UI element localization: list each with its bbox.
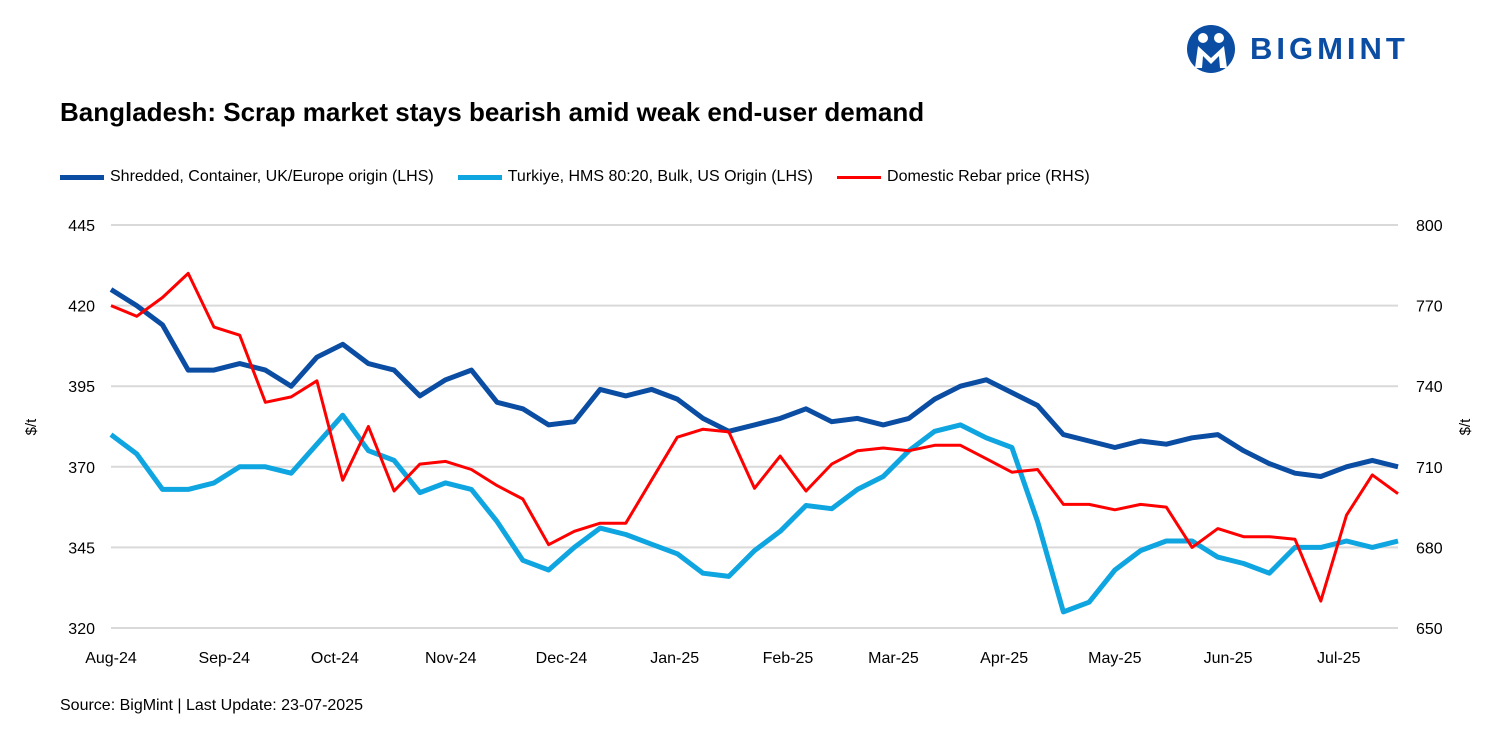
y-tick-right: 650	[1416, 621, 1443, 638]
x-tick-label: Jul-25	[1317, 650, 1361, 667]
y-axis-right-label: $/t	[1457, 418, 1474, 436]
y-tick-left: 420	[68, 299, 95, 316]
legend-item-shredded: Shredded, Container, UK/Europe origin (L…	[60, 168, 434, 186]
x-tick-label: Jun-25	[1204, 650, 1253, 667]
y-tick-left: 445	[68, 218, 95, 235]
legend-label: Domestic Rebar price (RHS)	[887, 168, 1090, 185]
chart-title: Bangladesh: Scrap market stays bearish a…	[60, 97, 925, 127]
y-tick-right: 770	[1416, 299, 1443, 316]
y-tick-right: 710	[1416, 460, 1443, 477]
logo-text: BIGMINT	[1250, 31, 1409, 66]
legend-item-rebar: Domestic Rebar price (RHS)	[837, 168, 1090, 186]
legend: Shredded, Container, UK/Europe origin (L…	[60, 168, 1090, 186]
y-tick-left: 320	[68, 621, 95, 638]
y-axis-left-label: $/t	[23, 418, 40, 436]
y-tick-left: 395	[68, 379, 95, 396]
series-line-0	[109, 287, 1399, 479]
x-tick-label: Nov-24	[425, 650, 477, 667]
legend-swatch	[837, 175, 882, 179]
x-tick-label: Aug-24	[85, 650, 137, 667]
source-note: Source: BigMint | Last Update: 23-07-202…	[60, 697, 363, 714]
legend-swatch	[457, 174, 502, 180]
legend-swatch	[60, 174, 104, 180]
series-line-1	[109, 412, 1399, 615]
bigmint-logo: BIGMINT	[1186, 24, 1409, 74]
y-tick-left: 370	[68, 460, 95, 477]
legend-label: Turkiye, HMS 80:20, Bulk, US Origin (LHS…	[507, 168, 814, 185]
x-tick-label: May-25	[1088, 650, 1141, 667]
legend-item-turkiye: Turkiye, HMS 80:20, Bulk, US Origin (LHS…	[457, 168, 814, 186]
y-tick-right: 740	[1416, 379, 1443, 396]
x-tick-label: Sep-24	[198, 650, 250, 667]
x-tick-label: Oct-24	[311, 650, 359, 667]
y-tick-right: 680	[1416, 540, 1443, 557]
y-tick-right: 800	[1416, 218, 1443, 235]
legend-label: Shredded, Container, UK/Europe origin (L…	[110, 168, 434, 185]
x-tick-label: Dec-24	[536, 650, 588, 667]
x-tick-label: Jan-25	[650, 650, 699, 667]
x-tick-label: Mar-25	[868, 650, 919, 667]
x-tick-label: Apr-25	[980, 650, 1028, 667]
y-tick-left: 345	[68, 540, 95, 557]
bigmint-logo-icon	[1187, 25, 1235, 73]
x-tick-label: Feb-25	[763, 650, 814, 667]
series-line-2	[110, 271, 1399, 603]
